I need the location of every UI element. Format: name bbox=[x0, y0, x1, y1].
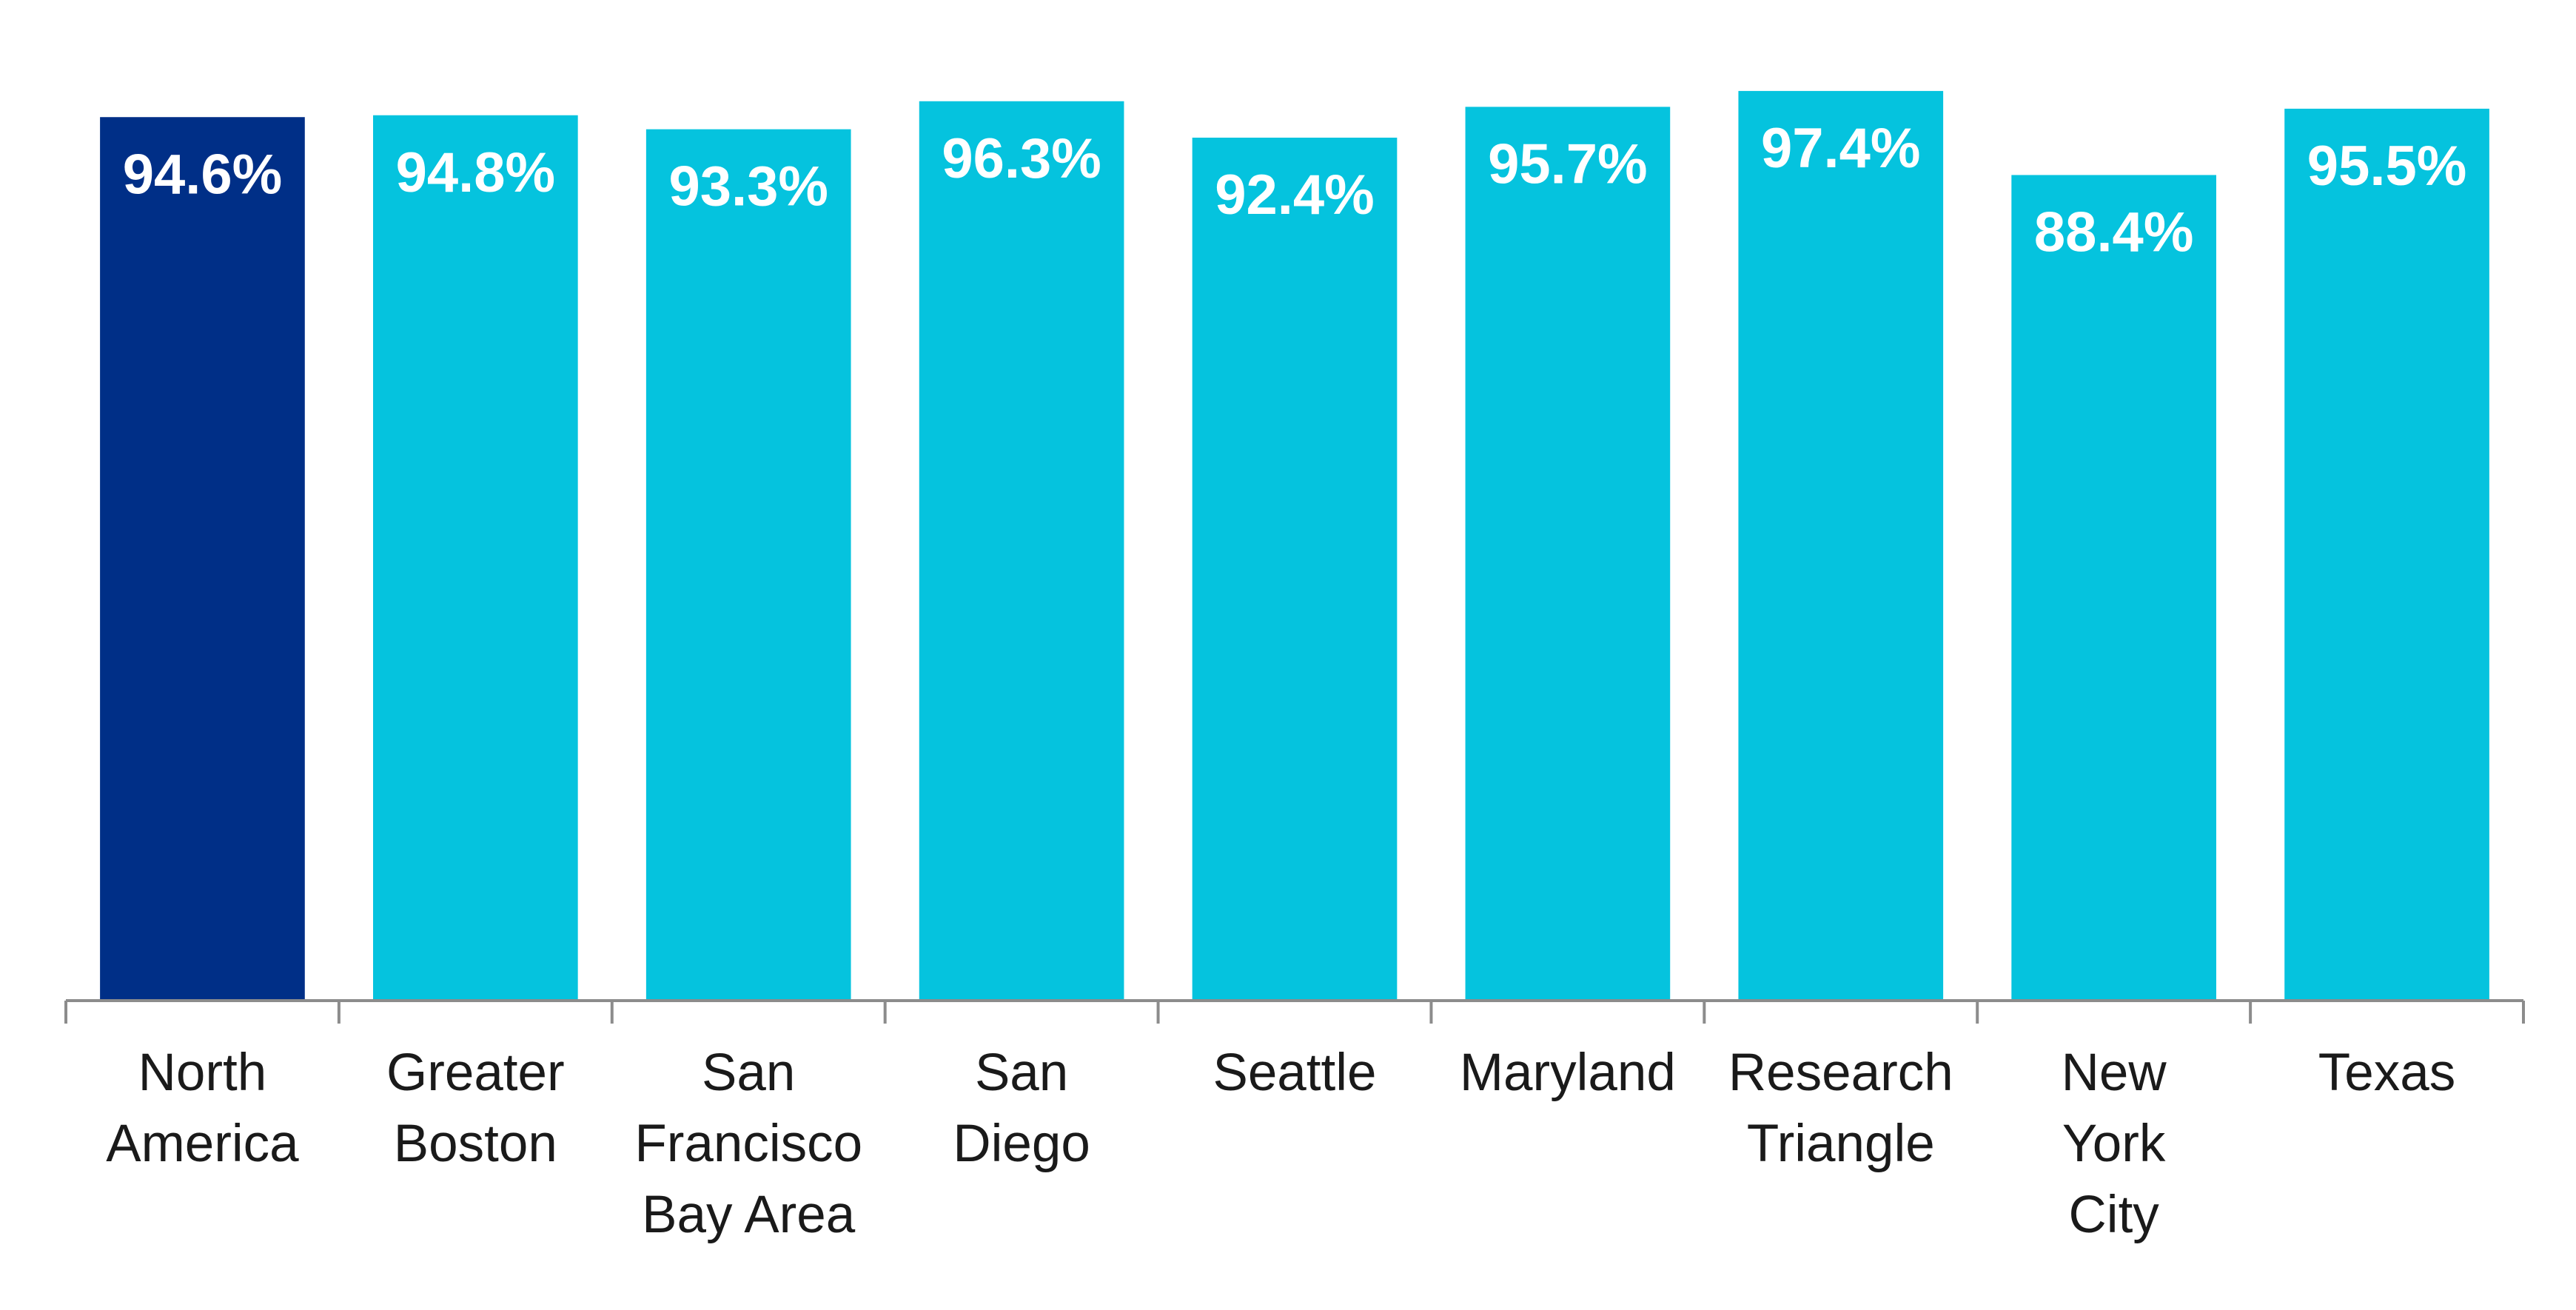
bar bbox=[1465, 107, 1671, 1001]
value-label: 93.3% bbox=[668, 155, 828, 218]
x-tick-label: Greater Boston bbox=[386, 1044, 565, 1173]
x-tick-label: New York City bbox=[2061, 1044, 2167, 1244]
x-tick-label: Research Triangle bbox=[1728, 1044, 1953, 1173]
value-label: 97.4% bbox=[1761, 117, 1921, 180]
bar bbox=[2284, 108, 2489, 1001]
bar bbox=[1192, 138, 1398, 1001]
x-tick-label: Maryland bbox=[1459, 1044, 1676, 1102]
value-label: 95.5% bbox=[2307, 135, 2467, 198]
x-tick-label: North America bbox=[106, 1044, 299, 1173]
bar bbox=[100, 117, 305, 1001]
value-label: 96.3% bbox=[942, 127, 1101, 190]
value-label: 92.4% bbox=[1215, 164, 1375, 226]
value-label: 95.7% bbox=[1488, 132, 1648, 195]
bar bbox=[2011, 175, 2216, 1001]
bar bbox=[1738, 90, 1944, 1001]
bar bbox=[645, 129, 851, 1001]
value-label: 88.4% bbox=[2034, 201, 2194, 264]
value-label: 94.6% bbox=[123, 143, 283, 206]
bar bbox=[373, 115, 578, 1001]
value-label: 94.8% bbox=[396, 141, 556, 204]
x-tick-label: Seattle bbox=[1212, 1044, 1377, 1102]
x-tick-label: San Diego bbox=[953, 1044, 1090, 1173]
bar bbox=[919, 101, 1124, 1001]
x-tick-label: San Francisco Bay Area bbox=[634, 1044, 863, 1244]
x-tick-label: Texas bbox=[2318, 1044, 2456, 1102]
